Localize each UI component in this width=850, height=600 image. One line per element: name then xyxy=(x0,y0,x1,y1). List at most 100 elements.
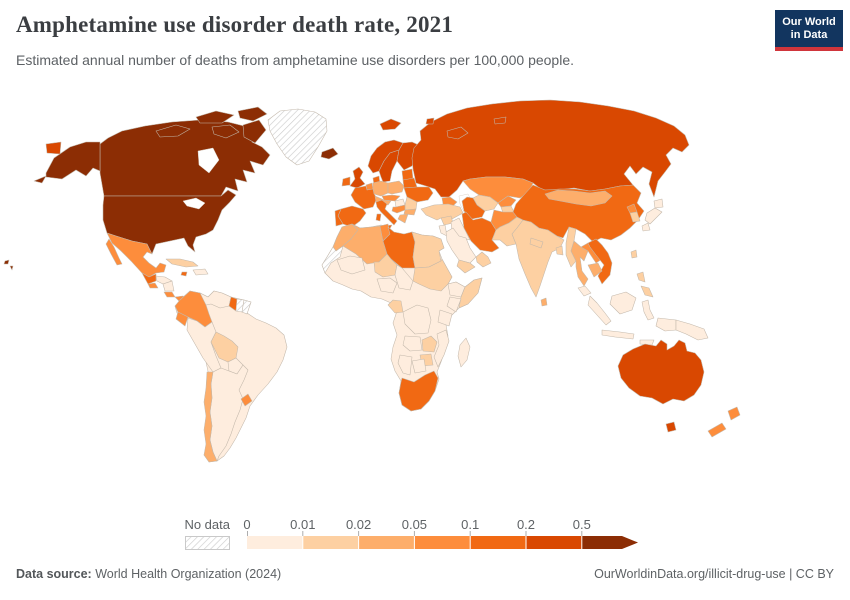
country-canada-arctic-4[interactable] xyxy=(211,124,240,139)
country-czech-slovakia[interactable] xyxy=(381,194,401,202)
country-turkey[interactable] xyxy=(420,203,464,221)
country-tanzania[interactable] xyxy=(437,309,453,327)
country-ecuador[interactable] xyxy=(175,311,189,327)
country-mexico[interactable] xyxy=(106,232,167,278)
country-nicaragua[interactable] xyxy=(162,280,175,292)
country-uruguay[interactable] xyxy=(240,393,253,407)
country-botswana[interactable] xyxy=(411,358,427,374)
country-indonesia-borneo[interactable] xyxy=(609,291,637,315)
country-taiwan[interactable] xyxy=(630,249,638,259)
country-serbia-balkans[interactable] xyxy=(391,204,406,214)
country-new-zealand-south[interactable] xyxy=(707,422,727,438)
country-russia-arctic-4[interactable] xyxy=(493,116,507,125)
country-russia-arctic-3[interactable] xyxy=(425,117,435,125)
country-germany[interactable] xyxy=(372,180,389,197)
country-madagascar[interactable] xyxy=(457,337,471,368)
country-philippines-luzon[interactable] xyxy=(636,271,646,283)
country-bulgaria[interactable] xyxy=(403,208,417,216)
country-western-sahara[interactable] xyxy=(321,245,344,274)
legend-bin-5[interactable] xyxy=(526,536,582,549)
country-somalia[interactable] xyxy=(458,277,483,309)
legend-bin-0[interactable] xyxy=(247,536,303,549)
country-japan-honshu[interactable] xyxy=(644,207,663,225)
country-drc[interactable] xyxy=(402,304,432,335)
country-peru[interactable] xyxy=(186,317,222,373)
country-mozambique[interactable] xyxy=(433,329,450,368)
country-poland[interactable] xyxy=(387,180,405,195)
country-papua-new-guinea[interactable] xyxy=(675,319,709,341)
legend-bin-4[interactable] xyxy=(470,536,526,549)
country-zambia[interactable] xyxy=(421,335,438,353)
country-usa-aleutians[interactable] xyxy=(33,175,47,184)
country-south-africa[interactable] xyxy=(398,370,439,412)
no-data-swatch[interactable] xyxy=(185,536,231,550)
country-thailand[interactable] xyxy=(570,240,589,287)
country-japan-hokkaido[interactable] xyxy=(653,198,664,209)
country-japan-kyushu[interactable] xyxy=(641,222,651,232)
country-jamaica[interactable] xyxy=(180,271,188,277)
country-el-salvador[interactable] xyxy=(147,282,159,289)
country-philippines-mindanao[interactable] xyxy=(640,285,654,298)
legend-bin-6[interactable] xyxy=(581,536,622,549)
country-cuba[interactable] xyxy=(165,258,199,268)
country-ireland[interactable] xyxy=(341,176,351,187)
country-mongolia[interactable] xyxy=(544,189,613,207)
country-bangladesh[interactable] xyxy=(555,245,564,256)
country-portugal[interactable] xyxy=(334,208,344,227)
country-australia[interactable] xyxy=(617,339,705,405)
country-sudan[interactable] xyxy=(412,258,453,292)
owid-logo[interactable]: Our World in Data xyxy=(775,10,843,51)
country-israel-jordan[interactable] xyxy=(438,224,448,237)
country-vietnam[interactable] xyxy=(587,238,613,285)
country-indonesia-sulawesi[interactable] xyxy=(641,299,655,321)
country-australia-tasmania[interactable] xyxy=(665,421,677,433)
country-nepal[interactable] xyxy=(529,237,544,249)
country-russia[interactable] xyxy=(411,99,690,198)
country-canada[interactable] xyxy=(99,119,271,197)
country-egypt[interactable] xyxy=(411,231,445,269)
country-usa-hawaii-1[interactable] xyxy=(3,259,10,265)
country-french-guiana[interactable] xyxy=(241,299,252,315)
legend-color-scale[interactable] xyxy=(247,530,642,550)
country-sri-lanka[interactable] xyxy=(540,297,548,307)
country-oman[interactable] xyxy=(475,251,492,268)
country-indonesia-papua[interactable] xyxy=(655,317,677,332)
country-italy-sardinia[interactable] xyxy=(375,213,382,222)
country-sweden[interactable] xyxy=(378,149,400,183)
country-chile[interactable] xyxy=(203,371,218,463)
country-canada-arctic-3[interactable] xyxy=(237,106,268,122)
country-china[interactable] xyxy=(512,184,645,243)
country-hispaniola[interactable] xyxy=(192,268,209,276)
country-russia-chukotka[interactable] xyxy=(45,141,62,155)
country-turkmenistan[interactable] xyxy=(461,196,486,220)
country-indonesia-sumatra[interactable] xyxy=(587,295,612,326)
country-uk[interactable] xyxy=(349,166,366,189)
country-russia-novaya-zemlya[interactable] xyxy=(379,118,402,131)
country-usa-hawaii-2[interactable] xyxy=(9,265,14,271)
country-greece[interactable] xyxy=(397,213,409,224)
country-costa-rica[interactable] xyxy=(163,291,176,298)
country-new-zealand-north[interactable] xyxy=(727,406,741,421)
country-canada-arctic-2[interactable] xyxy=(195,110,235,124)
country-kenya[interactable] xyxy=(446,296,462,313)
legend-bin-3[interactable] xyxy=(414,536,471,549)
legend-bin-2[interactable] xyxy=(358,536,415,549)
country-guatemala[interactable] xyxy=(141,272,157,285)
country-cambodia[interactable] xyxy=(587,262,603,278)
country-france[interactable] xyxy=(350,185,378,210)
country-canada-baffin[interactable] xyxy=(242,119,267,144)
country-russia-arctic-2[interactable] xyxy=(446,126,469,140)
country-chad[interactable] xyxy=(394,264,414,291)
country-malaysia[interactable] xyxy=(577,285,592,297)
country-gabon-congo[interactable] xyxy=(387,299,404,314)
country-usa-alaska[interactable] xyxy=(45,141,101,180)
country-mali[interactable] xyxy=(336,255,366,275)
country-nigeria[interactable] xyxy=(376,277,398,294)
country-greenland[interactable] xyxy=(267,108,328,166)
legend-bin-1[interactable] xyxy=(302,536,359,549)
country-kyrgyzstan[interactable] xyxy=(497,195,517,208)
country-yemen[interactable] xyxy=(456,259,476,274)
country-indonesia-java[interactable] xyxy=(601,329,635,340)
credit-link[interactable]: OurWorldinData.org/illicit-drug-use | CC… xyxy=(594,567,834,581)
country-italy[interactable] xyxy=(375,199,398,226)
